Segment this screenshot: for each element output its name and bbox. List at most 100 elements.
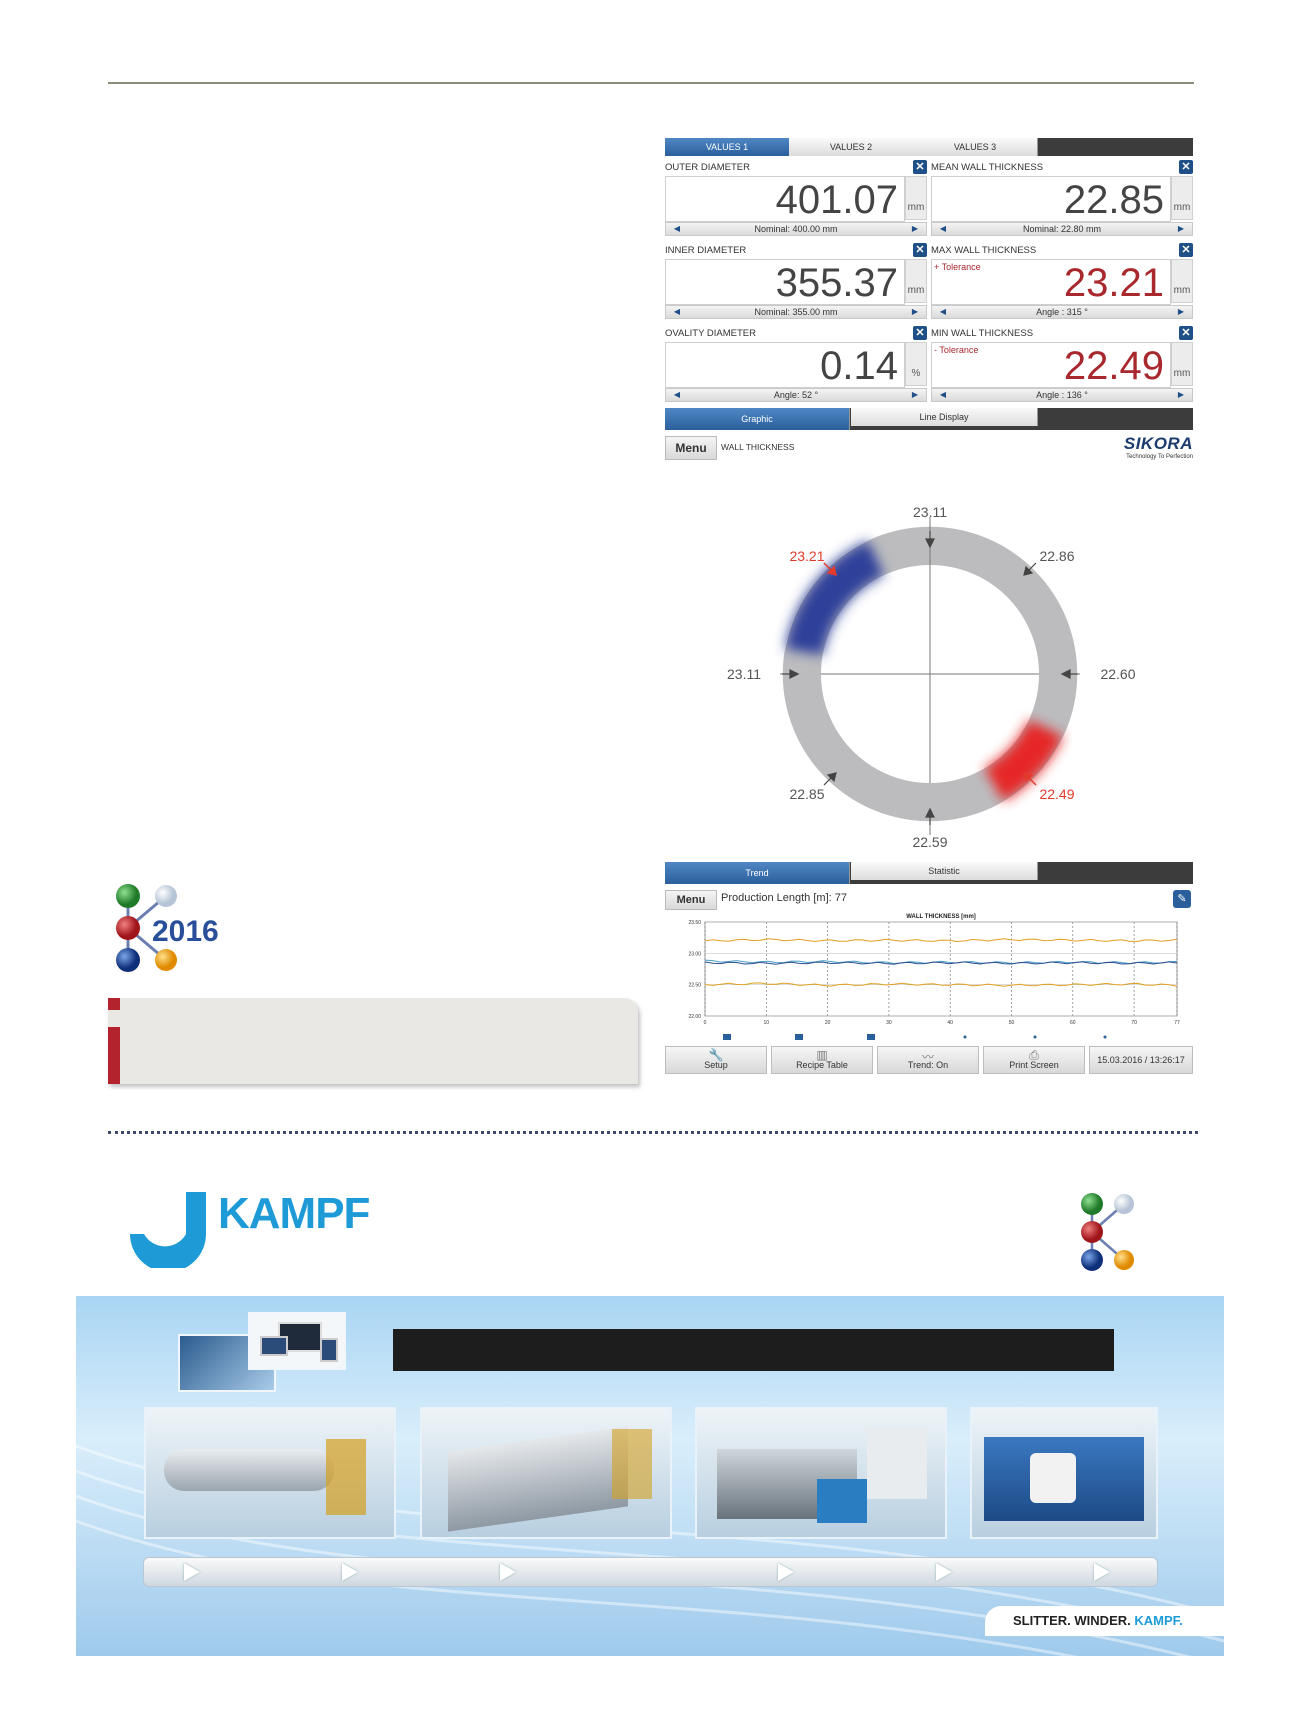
arrow-left-icon[interactable]: ◀ xyxy=(939,390,947,399)
arrow-left-icon[interactable]: ◀ xyxy=(939,224,947,233)
value-field: - Tolerance 22.49 xyxy=(931,342,1171,388)
y-tick-label: 23.50 xyxy=(688,920,701,926)
trend-plot: WALL THICKNESS [mm] 0 10 20 30 40 50 60 70 77 23.5… xyxy=(688,914,1180,1040)
tab-graphic[interactable]: Graphic xyxy=(665,408,850,430)
slogan-winder: WINDER. xyxy=(1074,1613,1131,1628)
devices-thumbnail xyxy=(248,1312,346,1370)
value-label: MIN WALL THICKNESS xyxy=(931,328,1034,339)
setup-button[interactable]: 🔧 Setup xyxy=(665,1046,767,1074)
tolerance-label: - Tolerance xyxy=(934,345,979,355)
menu-button[interactable]: Menu xyxy=(665,436,717,460)
close-icon[interactable]: ✕ xyxy=(1179,326,1193,340)
values-menubar: Menu WALL THICKNESS SIKORA Technology To… xyxy=(665,434,1193,462)
y-tick-label: 23.00 xyxy=(688,951,701,957)
k-2016-logo: 2016 xyxy=(116,884,219,972)
k-logo-year: 2016 xyxy=(152,915,219,948)
tab-line-display[interactable]: Line Display xyxy=(851,408,1038,426)
tab-values-2[interactable]: VALUES 2 xyxy=(789,138,914,156)
plot-title: WALL THICKNESS [mm] xyxy=(906,914,976,920)
trend-menu-button[interactable]: Menu xyxy=(665,890,717,910)
recipe-table-button[interactable]: ▥ Recipe Table xyxy=(771,1046,873,1074)
edit-icon[interactable]: ✎ xyxy=(1173,890,1191,908)
info-box-accent-bottom xyxy=(108,1027,120,1084)
x-tick-label: 50 xyxy=(1009,1020,1015,1026)
slogan-kampf: KAMPF. xyxy=(1134,1613,1183,1628)
arrow-right-icon[interactable]: ▶ xyxy=(1177,390,1185,399)
arrow-right-icon[interactable]: ▶ xyxy=(911,307,919,316)
value-box: INNER DIAMETER ✕ 355.37 mm ◀ Nominal: 355.00 … xyxy=(665,239,927,321)
white-ball-icon xyxy=(1114,1194,1134,1214)
kampf-j-mark-icon xyxy=(130,1192,206,1268)
sikora-tagline: Technology To Perfection xyxy=(1126,454,1193,460)
value-sub: Angle : 315 ° xyxy=(1036,307,1088,317)
value-field: 0.14 xyxy=(665,342,905,388)
ring-label-max: 23.21 xyxy=(789,548,824,564)
value-unit: % xyxy=(905,342,927,386)
solar-panel-thumbnail xyxy=(178,1334,276,1392)
wall-thickness-ring: 23.11 22.86 22.60 22.49 22.59 22.85 23.1… xyxy=(727,504,1136,850)
white-ball-icon xyxy=(155,885,177,907)
machine-photo-1 xyxy=(144,1407,396,1539)
value-label: MEAN WALL THICKNESS xyxy=(931,162,1044,173)
value-sub: Angle : 136 ° xyxy=(1036,390,1088,400)
arrow-right-icon[interactable]: ▶ xyxy=(1177,307,1185,316)
print-screen-button[interactable]: ⎙ Print Screen xyxy=(983,1046,1085,1074)
kampf-logo: KAMPF xyxy=(130,1189,371,1268)
value-box: MEAN WALL THICKNESS ✕ 22.85 mm ◀ Nominal: 22.… xyxy=(931,156,1193,238)
arrow-left-icon[interactable]: ◀ xyxy=(673,390,681,399)
machine-photo-4 xyxy=(970,1407,1158,1539)
tab-trend[interactable]: Trend xyxy=(665,862,850,884)
tab-values-1[interactable]: VALUES 1 xyxy=(665,138,790,156)
close-icon[interactable]: ✕ xyxy=(913,160,927,174)
value-box: MIN WALL THICKNESS ✕ - Tolerance 22.49 mm ◀ An… xyxy=(931,322,1193,404)
arrow-left-icon[interactable]: ◀ xyxy=(673,224,681,233)
tab-statistic[interactable]: Statistic xyxy=(851,862,1038,880)
close-icon[interactable]: ✕ xyxy=(1179,243,1193,257)
wrench-icon: 🔧 xyxy=(708,1048,724,1062)
value-field: 355.37 xyxy=(665,259,905,305)
x-tick-label: 0 xyxy=(704,1020,707,1026)
trend-dot xyxy=(963,1035,967,1039)
y-tick-label: 22.00 xyxy=(688,1014,701,1020)
arrow-left-icon[interactable]: ◀ xyxy=(673,307,681,316)
trend-icon: 〰 xyxy=(921,1050,934,1064)
values-tabbar: VALUES 1 VALUES 2 VALUES 3 xyxy=(665,138,1193,156)
sikora-brand: SIKORA xyxy=(1123,434,1193,453)
trend-tabbar: Trend Statistic xyxy=(665,862,1193,884)
value-unit: mm xyxy=(905,176,927,220)
tolerance-label: + Tolerance xyxy=(934,262,981,272)
value-unit: mm xyxy=(1171,176,1193,220)
x-tick-label: 40 xyxy=(947,1020,953,1026)
tab-values-3[interactable]: VALUES 3 xyxy=(913,138,1038,156)
arrow-right-icon[interactable]: ▶ xyxy=(911,390,919,399)
y-tick-label: 22.50 xyxy=(688,983,701,989)
process-arrow-bar xyxy=(143,1557,1158,1587)
series-line xyxy=(704,938,1178,943)
plot-frame xyxy=(704,921,1178,1017)
trend-marker xyxy=(795,1034,803,1040)
value-nav: ◀ Nominal: 22.80 mm ▶ xyxy=(931,222,1193,236)
timestamp: 15.03.2016 / 13:26:17 xyxy=(1089,1046,1193,1074)
value-unit: mm xyxy=(1171,342,1193,386)
close-icon[interactable]: ✕ xyxy=(913,243,927,257)
close-icon[interactable]: ✕ xyxy=(1179,160,1193,174)
x-tick-label: 10 xyxy=(764,1020,770,1026)
ring-max-segment xyxy=(785,540,885,656)
trend-toolbar: 🔧 Setup ▥ Recipe Table 〰 Trend: On ⎙ Print S… xyxy=(665,1046,1193,1076)
value-field: 401.07 xyxy=(665,176,905,222)
table-icon: ▥ xyxy=(816,1048,828,1062)
trend-marker xyxy=(723,1034,731,1040)
close-icon[interactable]: ✕ xyxy=(913,326,927,340)
arrow-right-icon[interactable]: ▶ xyxy=(911,224,919,233)
value-sub: Nominal: 355.00 mm xyxy=(754,307,838,317)
arrow-left-icon[interactable]: ◀ xyxy=(939,307,947,316)
x-tick-label: 70 xyxy=(1131,1020,1137,1026)
value-label: OUTER DIAMETER xyxy=(665,162,750,173)
red-ball-icon xyxy=(1081,1221,1103,1243)
graphic-tabbar: Graphic Line Display xyxy=(665,408,1193,430)
trend-toggle-button[interactable]: 〰 Trend: On xyxy=(877,1046,979,1074)
series-line xyxy=(704,961,1178,965)
arrow-right-icon[interactable]: ▶ xyxy=(1177,224,1185,233)
value-unit: mm xyxy=(905,259,927,303)
orange-ball-icon xyxy=(1114,1250,1134,1270)
